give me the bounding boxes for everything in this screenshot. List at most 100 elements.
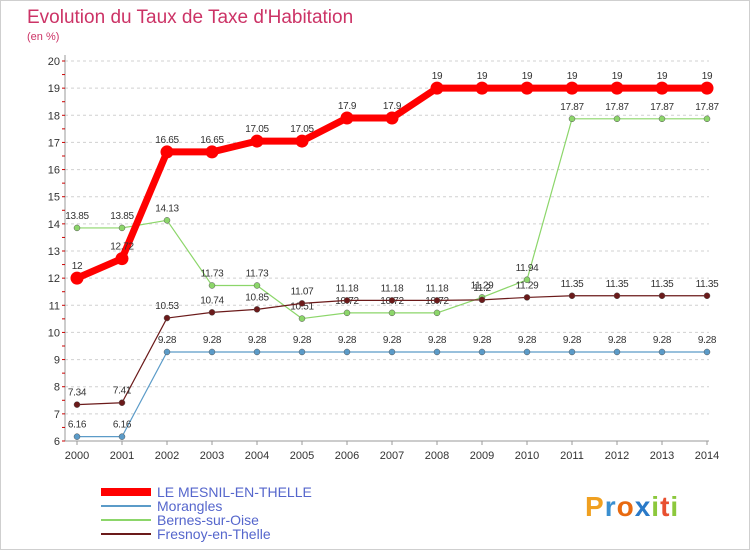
y-tick-label: 13: [48, 246, 60, 258]
proxiti-logo: Proxiti: [585, 491, 679, 523]
data-label: 9.28: [203, 335, 222, 346]
data-point: [430, 81, 444, 95]
data-label: 11.07: [291, 286, 315, 297]
data-point: [253, 306, 261, 313]
data-point: [73, 224, 81, 232]
data-label: 19: [657, 71, 668, 82]
x-tick-label: 2001: [110, 450, 134, 462]
chart-subtitle: (en %): [27, 31, 60, 43]
legend-label: Fresnoy-en-Thelle: [157, 526, 271, 542]
logo-letter: i: [651, 491, 661, 522]
data-point: [208, 348, 216, 356]
data-label: 19: [612, 71, 623, 82]
data-point: [118, 433, 126, 440]
legend-item: LE MESNIL-EN-THELLE: [101, 485, 312, 499]
data-point: [388, 297, 396, 304]
data-label: 17.87: [695, 102, 719, 113]
legend-item: Fresnoy-en-Thelle: [101, 527, 312, 541]
y-tick-label: 20: [48, 56, 60, 68]
data-label: 11.18: [426, 283, 450, 294]
data-point: [388, 309, 396, 317]
data-label: 11.94: [516, 263, 540, 274]
y-tick-label: 9: [54, 355, 60, 367]
data-label: 11.35: [561, 279, 585, 290]
data-point: [655, 81, 669, 95]
data-label: 9.28: [383, 335, 402, 346]
legend-label: LE MESNIL-EN-THELLE: [157, 484, 312, 500]
data-point: [208, 309, 216, 316]
data-point: [253, 348, 261, 356]
legend-item: Morangles: [101, 499, 312, 513]
data-label: 11.18: [381, 283, 405, 294]
y-tick-label: 16: [48, 165, 60, 177]
x-tick-label: 2008: [425, 450, 449, 462]
data-label: 9.28: [473, 335, 492, 346]
data-point: [205, 145, 219, 159]
data-label: 11.35: [606, 279, 630, 290]
data-point: [613, 348, 621, 356]
legend-label: Morangles: [157, 498, 223, 514]
logo-letter: i: [670, 491, 680, 522]
data-label: 11.2: [473, 283, 491, 294]
legend-swatch: [101, 505, 151, 507]
y-tick-label: 19: [48, 83, 60, 95]
y-tick-label: 6: [54, 436, 60, 448]
data-point: [388, 348, 396, 356]
data-label: 10.51: [290, 302, 314, 313]
y-tick-label: 11: [49, 300, 60, 312]
data-point: [610, 81, 624, 95]
data-label: 17.9: [338, 101, 357, 112]
data-point: [295, 134, 309, 148]
data-point: [208, 282, 216, 289]
data-label: 9.28: [248, 335, 267, 346]
data-label: 9.28: [698, 335, 717, 346]
data-point: [523, 348, 531, 356]
data-label: 17.05: [245, 124, 269, 135]
data-point: [658, 115, 666, 123]
x-tick-label: 2004: [245, 450, 269, 462]
data-point: [340, 111, 354, 125]
legend-label: Bernes-sur-Oise: [157, 512, 259, 528]
data-point: [343, 297, 351, 304]
data-point: [343, 309, 351, 317]
data-label: 17.87: [560, 102, 584, 113]
data-point: [703, 115, 711, 123]
data-point: [163, 314, 171, 322]
chart-legend: LE MESNIL-EN-THELLE Morangles Bernes-sur-O…: [101, 485, 312, 541]
data-point: [343, 348, 351, 356]
data-label: 9.28: [428, 335, 447, 346]
legend-item: Bernes-sur-Oise: [101, 513, 312, 527]
data-point: [703, 348, 711, 356]
x-tick-label: 2007: [380, 450, 404, 462]
data-point: [298, 315, 306, 322]
legend-swatch: [101, 519, 151, 521]
data-label: 16.65: [200, 135, 224, 146]
x-tick-label: 2011: [560, 450, 584, 462]
data-point: [163, 348, 171, 356]
data-label: 19: [432, 71, 443, 82]
data-point: [523, 276, 531, 284]
data-point: [385, 111, 399, 125]
data-label: 9.28: [608, 335, 627, 346]
data-label: 16.65: [155, 135, 179, 146]
data-point: [250, 134, 264, 148]
data-point: [700, 81, 714, 95]
data-point: [565, 81, 579, 95]
legend-swatch: [101, 533, 151, 535]
data-point: [613, 292, 621, 300]
data-label: 19: [702, 71, 713, 82]
data-point: [433, 297, 441, 304]
data-point: [433, 348, 441, 356]
logo-letter: x: [634, 491, 652, 522]
data-label: 13.85: [65, 211, 89, 222]
data-point: [253, 282, 261, 289]
x-tick-label: 2010: [515, 450, 539, 462]
x-tick-label: 2013: [650, 450, 674, 462]
data-label: 13.85: [110, 211, 134, 222]
logo-letter: o: [616, 491, 635, 522]
y-tick-label: 14: [48, 219, 60, 231]
data-label: 7.41: [113, 386, 132, 397]
data-label: 11.35: [651, 279, 675, 290]
data-label: 14.13: [155, 203, 179, 214]
